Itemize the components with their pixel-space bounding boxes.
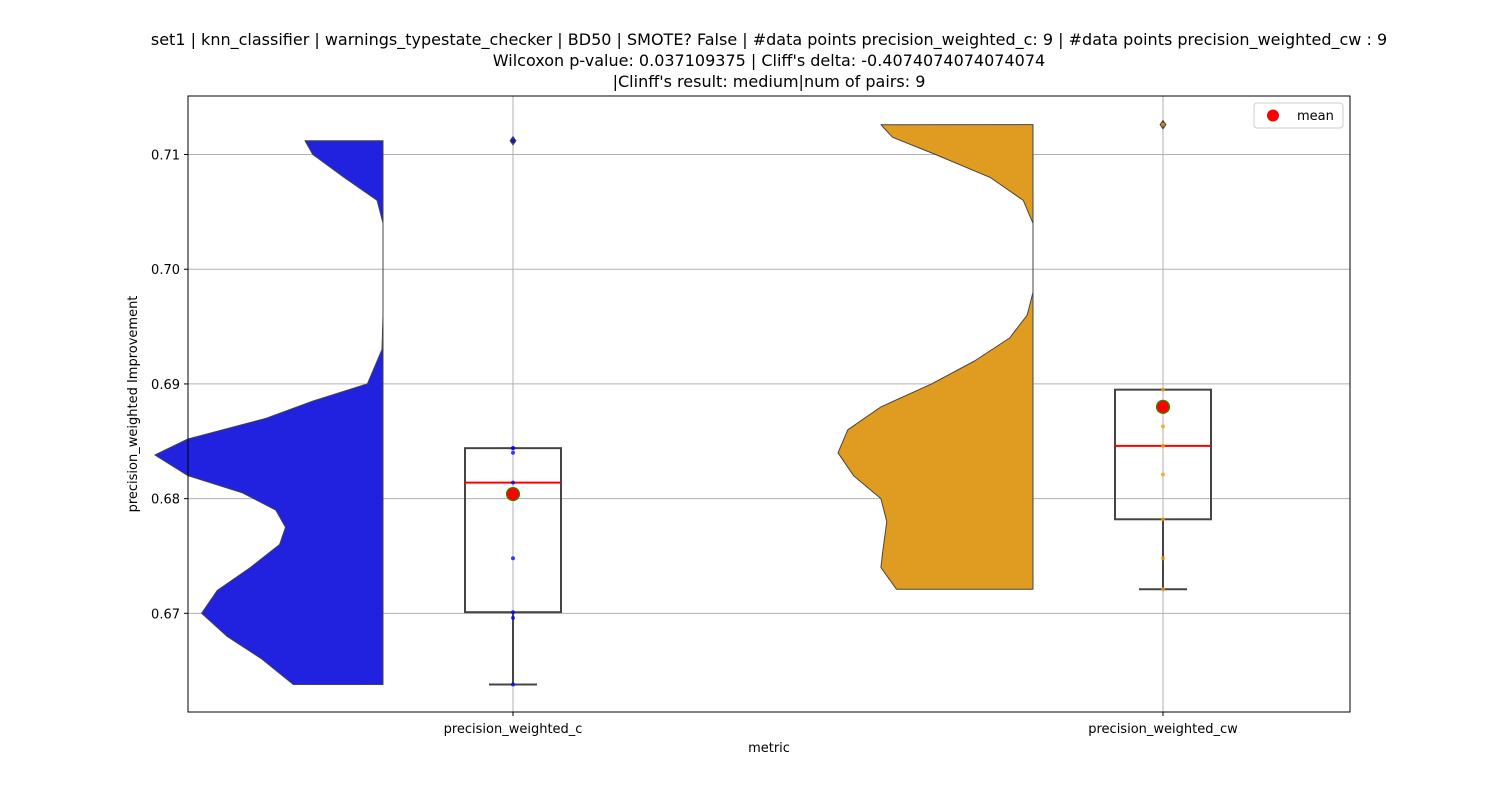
y-tick-label: 0.70	[151, 263, 180, 278]
legend-mean-marker	[1267, 109, 1279, 122]
data-point-precision_weighted_cw	[1161, 443, 1165, 448]
data-point-precision_weighted_c	[511, 138, 515, 143]
y-tick-label: 0.68	[151, 493, 180, 508]
mean-marker-precision_weighted_cw	[1155, 399, 1171, 414]
data-point-precision_weighted_c	[511, 450, 515, 455]
data-point-precision_weighted_c	[511, 610, 515, 615]
box-precision_weighted_c	[464, 447, 562, 614]
y-tick-label: 0.71	[151, 149, 180, 164]
data-point-precision_weighted_c	[511, 615, 515, 620]
data-point-precision_weighted_cw	[1161, 424, 1165, 429]
data-point-precision_weighted_cw	[1161, 122, 1165, 127]
x-tick-label: precision_weighted_cw	[1088, 722, 1238, 737]
data-point-precision_weighted_c	[511, 446, 515, 451]
data-point-precision_weighted_cw	[1161, 472, 1165, 477]
data-point-precision_weighted_cw	[1161, 587, 1165, 592]
violin-layer	[154, 124, 1034, 685]
data-point-precision_weighted_c	[511, 480, 515, 485]
plot-frame	[187, 95, 1351, 713]
legend-label-mean: mean	[1297, 109, 1334, 124]
y-axis-label: precision_weighted Improvement	[126, 296, 141, 513]
y-tick-label: 0.67	[151, 607, 180, 622]
data-point-precision_weighted_c	[511, 556, 515, 561]
chart-title-line-3: |Clinff's result: medium|num of pairs: 9	[612, 72, 926, 91]
violin-precision_weighted_c	[154, 140, 384, 685]
box-layer	[464, 388, 1212, 686]
y-tick-label: 0.69	[151, 378, 180, 393]
chart-title-line-2: Wilcoxon p-value: 0.037109375 | Cliff's …	[492, 51, 1046, 70]
data-point-precision_weighted_c	[511, 682, 515, 687]
chart-title-line-1: set1 | knn_classifier | warnings_typesta…	[150, 30, 1388, 49]
x-tick-label: precision_weighted_c	[444, 722, 583, 737]
data-point-precision_weighted_cw	[1161, 517, 1165, 522]
point-layer	[505, 119, 1171, 687]
mean-marker-precision_weighted_c	[505, 486, 521, 502]
legend: mean	[1253, 102, 1344, 129]
data-point-precision_weighted_cw	[1161, 556, 1165, 561]
axis-layer: 0.67 0.68 0.69 0.70 0.71 precision_weighted_c…	[151, 149, 1238, 737]
legend-box	[1253, 102, 1344, 129]
x-axis-label: metric	[748, 741, 790, 756]
data-point-precision_weighted_cw	[1161, 387, 1165, 392]
violin-precision_weighted_cw	[837, 124, 1034, 590]
